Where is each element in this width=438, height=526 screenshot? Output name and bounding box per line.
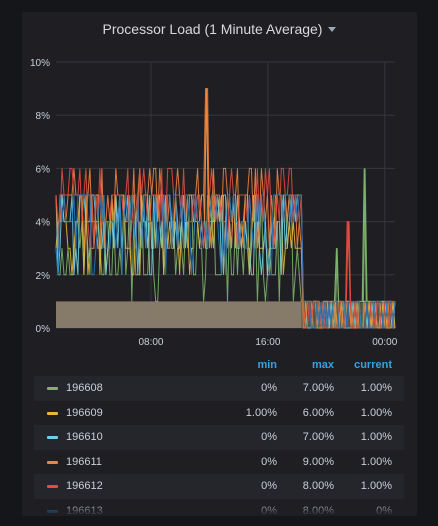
panel-header[interactable]: Processor Load (1 Minute Average): [22, 12, 417, 46]
series-color-swatch: [47, 436, 58, 439]
series-lines: [55, 88, 396, 329]
series-min-value: 0%: [261, 382, 277, 394]
series-peak-0: [203, 88, 210, 222]
x-tick-label: 16:00: [255, 337, 280, 348]
y-tick-label: 10%: [30, 58, 50, 69]
fill-area-busy: [56, 301, 302, 328]
graph-plot: 10% 8% 6% 4% 2% 0% 08:00 16:00 00:00: [30, 58, 398, 348]
legend-row-196611[interactable]: 196611 0% 9.00% 1.00%: [34, 450, 404, 475]
series-name[interactable]: 196611: [66, 455, 102, 468]
series-line-196612: [55, 167, 395, 329]
legend-header-min[interactable]: min: [257, 359, 277, 371]
legend-row-196608[interactable]: 196608 0% 7.00% 1.00%: [34, 376, 404, 401]
series-name[interactable]: 196612: [66, 480, 103, 492]
y-tick-label: 2%: [36, 271, 51, 282]
series-max-value: 8.00%: [302, 480, 334, 492]
series-max-value: 6.00%: [302, 406, 334, 419]
series-peak-2: [361, 168, 367, 302]
series-peak-3: [333, 248, 340, 302]
series-max-value: 7.00%: [302, 382, 334, 394]
series-current-value: 1.00%: [360, 480, 392, 492]
series-line-196611: [55, 88, 396, 329]
y-tick-label: 4%: [36, 218, 51, 229]
series-current-value: 1.00%: [360, 406, 392, 419]
panel-title[interactable]: Processor Load (1 Minute Average): [102, 21, 323, 37]
series-color-swatch: [47, 485, 58, 488]
legend-row-196610[interactable]: 196610 0% 7.00% 1.00%: [34, 425, 404, 450]
series-name[interactable]: 196608: [66, 382, 103, 394]
legend-row-196612[interactable]: 196612 0% 8.00% 1.00%: [34, 474, 404, 499]
series-color-swatch: [47, 460, 58, 464]
y-tick-label: 6%: [36, 164, 51, 175]
x-axis: 08:00 16:00 00:00: [138, 337, 397, 348]
series-color-swatch: [47, 387, 58, 390]
series-max-value: 9.00%: [302, 455, 334, 468]
caret-down-icon[interactable]: [328, 27, 337, 32]
series-min-value: 1.00%: [245, 406, 277, 419]
x-tick-label: 08:00: [138, 337, 163, 348]
legend-header-current[interactable]: current: [354, 359, 392, 371]
legend-scroll-fade: [22, 502, 417, 516]
series-min-value: 0%: [261, 455, 277, 468]
y-tick-label: 0%: [36, 324, 51, 335]
legend-table: min max current 196608 0% 7.00% 1.00% 196609…: [34, 359, 404, 516]
y-tick-label: 8%: [36, 111, 51, 122]
series-current-value: 1.00%: [360, 431, 392, 443]
series-name[interactable]: 196609: [66, 406, 103, 419]
series-min-value: 0%: [261, 480, 277, 492]
legend-header: min max current: [34, 359, 404, 376]
series-line-196613: [55, 194, 396, 329]
series-current-value: 1.00%: [360, 455, 392, 468]
legend-row-196609[interactable]: 196609 1.00% 6.00% 1.00%: [34, 401, 404, 426]
legend-header-max[interactable]: max: [311, 359, 334, 371]
series-name[interactable]: 196610: [66, 431, 103, 443]
series-max-value: 7.00%: [302, 431, 334, 443]
series-peak-1: [345, 221, 351, 302]
graph-panel: Processor Load (1 Minute Average) 10% 8% 6…: [22, 12, 417, 516]
x-tick-label: 00:00: [372, 337, 397, 348]
series-current-value: 1.00%: [360, 382, 392, 394]
y-axis: 10% 8% 6% 4% 2% 0%: [30, 58, 50, 335]
series-color-swatch: [47, 411, 58, 415]
series-min-value: 0%: [261, 431, 277, 443]
